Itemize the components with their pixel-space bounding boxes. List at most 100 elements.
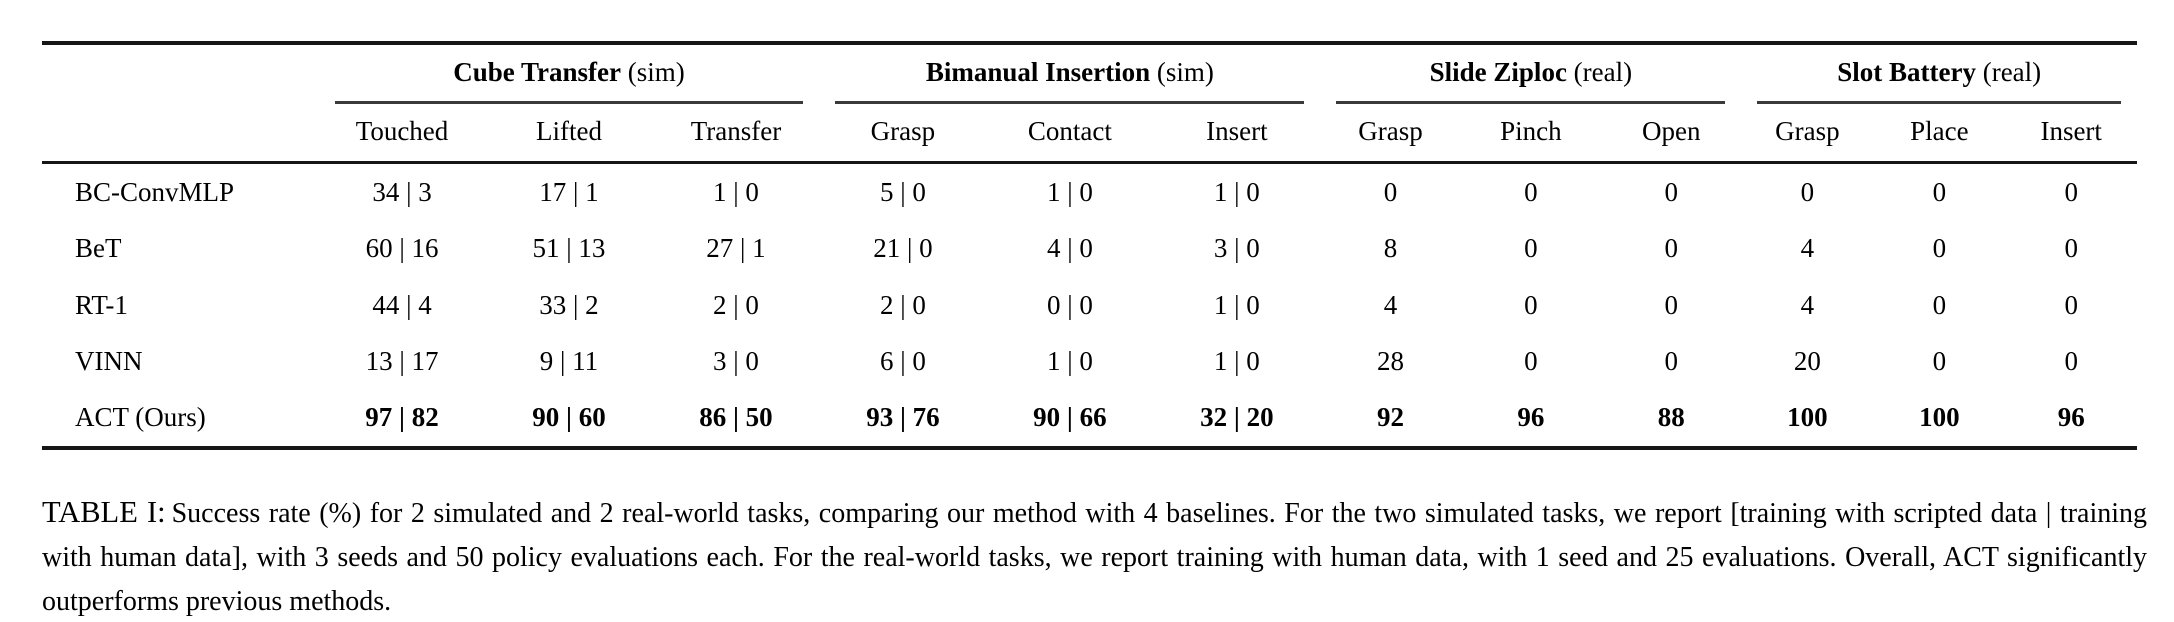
- group-mode: (real): [1573, 57, 1633, 87]
- value-cell: 1 | 0: [1213, 176, 1260, 207]
- value-cell: 2 | 0: [713, 289, 759, 320]
- group-label-with-rule: Cube Transfer (sim): [334, 45, 804, 105]
- value-cell: 4: [1800, 233, 1815, 264]
- value-cell: 27 | 1: [706, 233, 766, 264]
- table-body: BC-ConvMLP 34 | 3 17 | 1 1 | 0 5 | 0 1 | 0 1 |…: [42, 162, 2137, 450]
- caption-text: Success rate (%) for 2 simulated and 2 r…: [42, 498, 2148, 617]
- value-cell: 1 | 0: [1213, 289, 1260, 320]
- column-header-slot-battery-insert: Insert: [2005, 104, 2137, 164]
- group-label-with-rule: Slide Ziploc (real): [1336, 45, 1726, 105]
- value-cell: 97 | 82: [318, 389, 486, 450]
- corner-cell: [42, 104, 319, 164]
- column-header-slide-ziploc-pinch: Pinch: [1460, 104, 1602, 164]
- value-cell: 44 | 4: [372, 289, 432, 320]
- column-header-bimanual-insertion-grasp: Grasp: [819, 104, 987, 164]
- row-label: RT-1: [75, 289, 128, 320]
- group-mode: (real): [1982, 57, 2042, 87]
- column-header-slot-battery-place: Place: [1873, 104, 2006, 164]
- value-cell: 0: [1524, 345, 1538, 376]
- value-cell: 100: [1873, 389, 2006, 450]
- value-cell: 1 | 0: [1046, 176, 1093, 207]
- group-header-slide-ziploc: Slide Ziploc (real): [1320, 43, 1741, 105]
- value-cell: 4: [1800, 289, 1815, 320]
- caption-label: TABLE I:: [42, 495, 166, 529]
- column-header-cube-transfer-transfer: Transfer: [652, 104, 820, 164]
- value-cell: 60 | 16: [365, 233, 439, 264]
- value-cell: 32 | 20: [1153, 389, 1321, 450]
- value-cell: 28: [1377, 345, 1405, 376]
- column-header-slide-ziploc-grasp: Grasp: [1320, 104, 1461, 164]
- column-header-cube-transfer-touched: Touched: [318, 104, 486, 164]
- value-cell: 96: [1460, 389, 1602, 450]
- results-table: Cube Transfer (sim) Bimanual Insertion (s…: [42, 41, 2137, 450]
- row-label: ACT (Ours): [42, 389, 319, 450]
- column-header-bimanual-insertion-insert: Insert: [1153, 104, 1321, 164]
- value-cell: 0: [1932, 345, 1947, 376]
- value-cell: 17 | 1: [539, 176, 599, 207]
- value-cell: 0: [1664, 176, 1678, 207]
- group-header-slot-battery: Slot Battery (real): [1741, 43, 2137, 105]
- value-cell: 3 | 0: [1213, 233, 1260, 264]
- table-row-vinn: VINN 13 | 17 9 | 11 3 | 0 6 | 0 1 | 0 1 | 0 28 0…: [42, 333, 2137, 389]
- value-cell: 90 | 66: [986, 389, 1154, 450]
- column-header-slide-ziploc-open: Open: [1601, 104, 1742, 164]
- value-cell: 1 | 0: [1046, 345, 1093, 376]
- value-cell: 0: [2064, 176, 2078, 207]
- value-cell: 0: [1664, 289, 1678, 320]
- value-cell: 33 | 2: [539, 289, 599, 320]
- value-cell: 0: [2064, 233, 2078, 264]
- value-cell: 20: [1793, 345, 1821, 376]
- value-cell: 88: [1601, 389, 1742, 450]
- group-name: Slide Ziploc: [1429, 57, 1567, 87]
- value-cell: 0: [1524, 233, 1538, 264]
- value-cell: 0 | 0: [1046, 289, 1093, 320]
- group-header-cube-transfer: Cube Transfer (sim): [319, 43, 820, 105]
- group-header-row: Cube Transfer (sim) Bimanual Insertion (s…: [42, 43, 2137, 105]
- group-mode: (sim): [1156, 57, 1214, 87]
- value-cell: 0: [1383, 176, 1398, 207]
- group-name: Bimanual Insertion: [925, 57, 1151, 87]
- table-row-rt-1: RT-1 44 | 4 33 | 2 2 | 0 2 | 0 0 | 0 1 | 0 4 0 0 4…: [42, 277, 2137, 333]
- value-cell: 0: [1932, 289, 1947, 320]
- value-cell: 3 | 0: [713, 345, 759, 376]
- table-row-bet: BeT 60 | 16 51 | 13 27 | 1 21 | 0 4 | 0 3 | 0 8…: [42, 220, 2137, 276]
- value-cell: 100: [1741, 389, 1874, 450]
- value-cell: 4 | 0: [1046, 233, 1093, 264]
- group-label-with-rule: Slot Battery (real): [1757, 45, 2121, 105]
- column-header-cube-transfer-lifted: Lifted: [485, 104, 653, 164]
- subheader-row: Touched Lifted Transfer Grasp Contact Insert G…: [42, 104, 2137, 164]
- column-header-bimanual-insertion-contact: Contact: [986, 104, 1154, 164]
- group-label-with-rule: Bimanual Insertion (sim): [835, 45, 1305, 105]
- value-cell: 0: [2064, 289, 2078, 320]
- corner-cell: [42, 43, 319, 104]
- value-cell: 93 | 76: [819, 389, 987, 450]
- value-cell: 13 | 17: [365, 345, 439, 376]
- row-label: BeT: [75, 233, 122, 264]
- value-cell: 9 | 11: [539, 345, 599, 376]
- value-cell: 0: [1524, 176, 1538, 207]
- value-cell: 0: [1932, 176, 1947, 207]
- value-cell: 6 | 0: [879, 345, 926, 376]
- table-row-act-ours: ACT (Ours) 97 | 82 90 | 60 86 | 50 93 | 76 90…: [42, 389, 2137, 450]
- table-caption: TABLE I: Success rate (%) for 2 simulated…: [42, 489, 2147, 622]
- value-cell: 0: [1932, 233, 1947, 264]
- value-cell: 21 | 0: [873, 233, 933, 264]
- group-header-bimanual-insertion: Bimanual Insertion (sim): [819, 43, 1320, 105]
- value-cell: 8: [1383, 233, 1398, 264]
- value-cell: 5 | 0: [879, 176, 926, 207]
- value-cell: 0: [1524, 289, 1538, 320]
- column-header-slot-battery-grasp: Grasp: [1741, 104, 1874, 164]
- value-cell: 4: [1383, 289, 1398, 320]
- value-cell: 0: [1664, 345, 1678, 376]
- value-cell: 1 | 0: [713, 176, 759, 207]
- value-cell: 0: [1800, 176, 1815, 207]
- value-cell: 0: [1664, 233, 1678, 264]
- table-row-bc-convmlp: BC-ConvMLP 34 | 3 17 | 1 1 | 0 5 | 0 1 | 0 1 |…: [42, 162, 2137, 220]
- value-cell: 34 | 3: [372, 176, 432, 207]
- value-cell: 2 | 0: [879, 289, 926, 320]
- group-name: Cube Transfer: [453, 57, 621, 87]
- row-label: VINN: [75, 345, 143, 376]
- value-cell: 86 | 50: [652, 389, 820, 450]
- value-cell: 1 | 0: [1213, 345, 1260, 376]
